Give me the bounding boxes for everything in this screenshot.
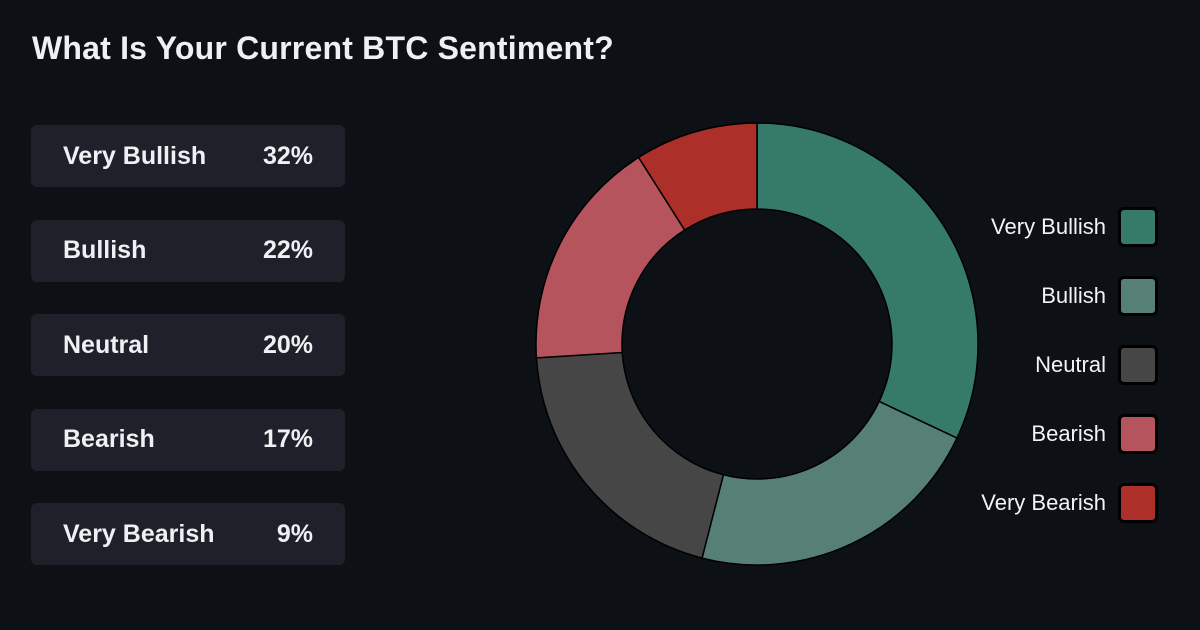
legend-swatch [1118, 276, 1158, 316]
legend-swatch [1118, 414, 1158, 454]
donut-slice-bullish [701, 400, 958, 566]
result-label: Very Bullish [63, 141, 207, 170]
donut-slice-very-bullish [756, 122, 979, 440]
legend-label: Bearish [1031, 421, 1106, 446]
legend-label: Very Bearish [981, 490, 1106, 515]
page-title: What Is Your Current BTC Sentiment? [32, 30, 614, 66]
donut-slice-bearish [535, 156, 686, 359]
legend-item: Bearish [898, 414, 1158, 454]
result-row: Very Bearish 9% [31, 503, 345, 565]
legend-label: Neutral [1035, 352, 1106, 377]
legend-item: Very Bullish [898, 207, 1158, 247]
result-row: Very Bullish 32% [31, 125, 345, 187]
legend-swatch [1118, 345, 1158, 385]
donut-slice-very-bearish [637, 122, 758, 232]
legend-label: Very Bullish [991, 214, 1106, 239]
result-row: Bullish 22% [31, 219, 345, 282]
result-label: Bearish [63, 425, 155, 453]
result-row: Bearish 17% [31, 408, 345, 471]
result-percent: 22% [262, 236, 313, 264]
donut-slice-neutral [535, 351, 725, 559]
legend-label: Bullish [1041, 283, 1106, 308]
result-percent: 9% [276, 519, 313, 548]
sentiment-results-list: Very Bullish 32% Bullish 22% Neutral 20% Beari… [31, 125, 345, 565]
result-label: Very Bearish [63, 519, 215, 548]
legend-item: Very Bearish [898, 483, 1158, 523]
legend-swatch [1118, 483, 1158, 523]
legend-item: Bullish [898, 276, 1158, 316]
legend-swatch [1118, 207, 1158, 247]
result-label: Bullish [63, 236, 147, 264]
result-row: Neutral 20% [31, 314, 345, 376]
legend-item: Neutral [898, 345, 1158, 385]
chart-legend: Very Bullish Bullish Neutral Bearish Very Be… [898, 207, 1158, 523]
result-label: Neutral [63, 330, 150, 359]
result-percent: 32% [262, 141, 313, 170]
result-percent: 17% [262, 425, 313, 453]
result-percent: 20% [262, 330, 313, 359]
